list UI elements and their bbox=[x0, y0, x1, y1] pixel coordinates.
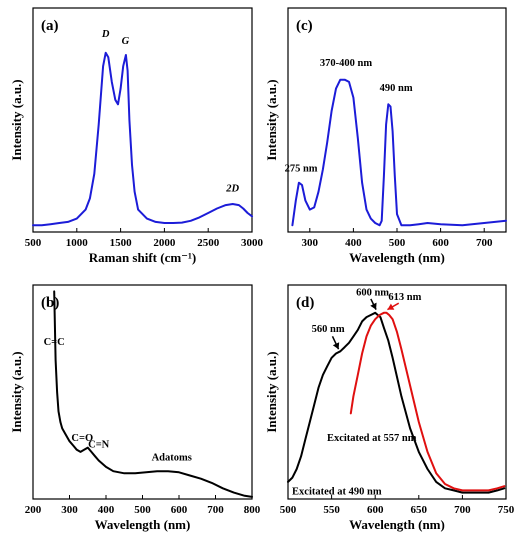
pl-emission-arrows bbox=[331, 298, 400, 350]
raman-xtick-label: 500 bbox=[25, 237, 42, 249]
raman-y-axis-label: Intensity (a.u.) bbox=[9, 79, 24, 160]
pl-emission-series-line-0 bbox=[287, 311, 506, 494]
pl-excitation-xtick-label: 600 bbox=[432, 237, 449, 249]
pl-excitation-xtick-label: 300 bbox=[302, 237, 319, 249]
absorbance-xtick-label: 800 bbox=[244, 504, 261, 516]
absorbance-y-axis-label: Intensity (a.u.) bbox=[9, 351, 24, 432]
raman-xtick-label: 2000 bbox=[153, 237, 176, 249]
pl-emission-xtick-label: 750 bbox=[498, 504, 515, 516]
pl-excitation-annotation: 275 nm bbox=[285, 164, 318, 175]
pl-excitation-panel-label: (c) bbox=[296, 18, 313, 34]
pl-excitation-x-axis-label: Wavelength (nm) bbox=[349, 250, 445, 265]
pl-emission-annotation: Excitated at 557 nm bbox=[327, 433, 417, 444]
pl-emission-annotation: Excitated at 490 nm bbox=[292, 487, 382, 498]
raman-panel-label: (a) bbox=[41, 18, 59, 34]
pl-emission-x-axis-label: Wavelength (nm) bbox=[349, 517, 445, 532]
pl-emission-xtick-label: 500 bbox=[280, 504, 297, 516]
pl-emission-xtick-label: 550 bbox=[323, 504, 340, 516]
absorbance-xtick-label: 400 bbox=[98, 504, 115, 516]
pl-excitation-xtick-label: 500 bbox=[389, 237, 406, 249]
pl-emission-annotation: 613 nm bbox=[388, 292, 421, 303]
absorbance-series-line-0 bbox=[53, 290, 253, 498]
pl-excitation-xtick-label: 400 bbox=[345, 237, 362, 249]
absorbance-annotation: C=C bbox=[44, 337, 65, 348]
absorbance-annotation: C=N bbox=[88, 440, 110, 451]
absorbance-xtick-label: 700 bbox=[207, 504, 224, 516]
raman-xtick-label: 2500 bbox=[197, 237, 220, 249]
absorbance-frame bbox=[32, 284, 253, 500]
panel-pl-emission: 500 550 600 650 700 750 Wavelength (nm) Intensi… bbox=[264, 284, 515, 532]
annotation-arrowhead bbox=[387, 303, 395, 310]
absorbance-x-axis-label: Wavelength (nm) bbox=[95, 517, 191, 532]
pl-excitation-y-axis-label: Intensity (a.u.) bbox=[264, 79, 279, 160]
raman-series-line-0 bbox=[32, 51, 253, 227]
raman-annotation: G bbox=[122, 36, 130, 47]
absorbance-xtick-label: 200 bbox=[25, 504, 42, 516]
panel-raman: 500 1000 1500 2000 2500 3000 Raman shift (cm⁻¹… bbox=[9, 7, 264, 265]
raman-frame bbox=[32, 7, 253, 233]
absorbance-xtick-label: 600 bbox=[171, 504, 188, 516]
annotation-arrowhead bbox=[370, 302, 377, 310]
pl-emission-frame bbox=[287, 284, 507, 500]
pl-emission-series-line-1 bbox=[349, 311, 506, 492]
raman-xtick-label: 1500 bbox=[110, 237, 133, 249]
panel-pl-excitation: 300 400 500 600 700 Wavelength (nm) Intensity … bbox=[264, 7, 507, 265]
raman-annotation: 2D bbox=[225, 184, 239, 195]
pl-emission-y-axis-label: Intensity (a.u.) bbox=[264, 351, 279, 432]
raman-x-axis-label: Raman shift (cm⁻¹) bbox=[89, 250, 197, 265]
pl-excitation-annotation: 370-400 nm bbox=[320, 58, 372, 69]
pl-emission-annotation: 600 nm bbox=[356, 288, 389, 299]
raman-xtick-label: 3000 bbox=[241, 237, 264, 249]
pl-emission-panel-label: (d) bbox=[296, 295, 314, 311]
pl-excitation-series-line-0 bbox=[291, 78, 507, 227]
annotation-arrowhead bbox=[332, 342, 340, 350]
pl-excitation-annotation: 490 nm bbox=[380, 83, 413, 94]
raman-xtick-label: 1000 bbox=[66, 237, 89, 249]
pl-emission-xtick-label: 700 bbox=[454, 504, 471, 516]
pl-emission-xtick-label: 600 bbox=[367, 504, 384, 516]
absorbance-xtick-label: 300 bbox=[61, 504, 78, 516]
absorbance-annotation: C=O bbox=[71, 433, 93, 444]
pl-emission-annotation: 560 nm bbox=[312, 324, 345, 335]
panel-absorbance: 200 300 400 500 600 700 800 Wavelength (nm) Inte… bbox=[9, 284, 261, 532]
absorbance-xtick-label: 500 bbox=[134, 504, 151, 516]
absorbance-annotation: Adatoms bbox=[152, 452, 192, 463]
pl-excitation-xtick-label: 700 bbox=[476, 237, 493, 249]
absorbance-panel-label: (b) bbox=[41, 295, 59, 311]
raman-annotation: D bbox=[101, 29, 110, 40]
pl-emission-xtick-label: 650 bbox=[411, 504, 428, 516]
